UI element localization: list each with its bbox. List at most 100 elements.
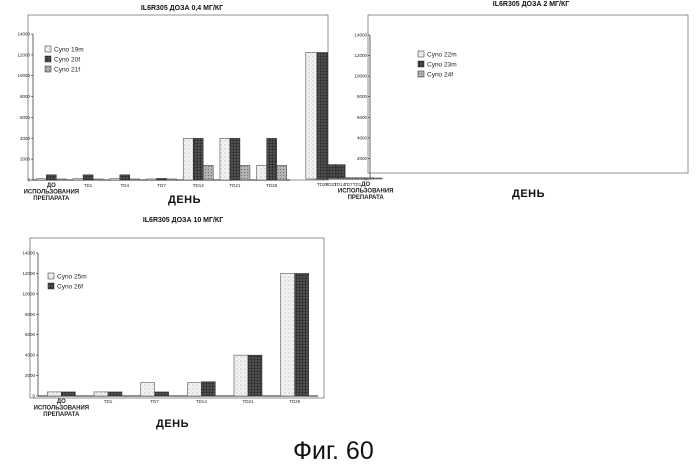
chart-1-bar bbox=[46, 175, 56, 180]
chart-2-bar bbox=[306, 52, 317, 179]
chart-3-y-tick-label: 14000 bbox=[22, 251, 35, 256]
chart-3-bar bbox=[281, 273, 295, 396]
chart-1-bar bbox=[110, 179, 120, 180]
chart-1-x-tick-label: TD29 bbox=[266, 183, 278, 188]
chart-2-legend-swatch bbox=[418, 51, 424, 57]
chart-3-xlabel: ДЕНЬ bbox=[156, 418, 189, 430]
chart-1: 02000400060008000100001200014000ДОИСПОЛЬ… bbox=[17, 15, 328, 202]
chart-3-y-tick-label: 2000 bbox=[25, 373, 36, 378]
chart-1-bar bbox=[193, 138, 203, 180]
chart-1-y-tick-label: 14000 bbox=[17, 32, 30, 37]
chart-3-x-tick-label: TD7 bbox=[150, 399, 159, 404]
chart-1-y-tick-label: 8000 bbox=[20, 94, 31, 99]
chart-1-bar bbox=[130, 179, 140, 180]
chart-2-y-tick-label: 8000 bbox=[357, 94, 368, 99]
chart-2-legend-swatch bbox=[418, 71, 424, 77]
chart-2-legend-label: Cyno 24f bbox=[427, 72, 453, 79]
chart-3-x-tick-label: TD21 bbox=[242, 399, 254, 404]
chart-1-bar bbox=[147, 179, 157, 180]
chart-2-y-tick-label: 14000 bbox=[354, 33, 367, 38]
chart-1-xlabel: ДЕНЬ bbox=[168, 194, 201, 206]
chart-1-x-tick-label: TD4 bbox=[121, 183, 130, 188]
chart-3-y-tick-label: 4000 bbox=[25, 353, 36, 358]
chart-1-y-tick-label: 4000 bbox=[20, 136, 31, 141]
chart-3-legend-swatch bbox=[48, 283, 54, 289]
chart-1-bar bbox=[220, 138, 230, 180]
chart-1-bar bbox=[167, 179, 177, 180]
chart-1-x-tick-label: ДОИСПОЛЬЗОВАНИЯПРЕПАРАТА bbox=[24, 183, 80, 202]
chart-2-legend-label: Cyno 23m bbox=[427, 62, 457, 69]
chart-3-bar bbox=[141, 383, 155, 396]
chart-3-x-tick-label: TD29 bbox=[289, 399, 301, 404]
chart-1-bar bbox=[93, 179, 103, 180]
chart-1-bar bbox=[83, 175, 93, 180]
chart-1-frame bbox=[28, 15, 328, 180]
chart-3-x-tick-label: TD14 bbox=[196, 399, 208, 404]
chart-1-bar bbox=[56, 179, 66, 180]
chart-1-y-tick-label: 10000 bbox=[17, 73, 30, 78]
chart-3-bar bbox=[248, 355, 262, 396]
chart-1-bar bbox=[120, 175, 130, 180]
chart-2-frame bbox=[368, 15, 688, 173]
chart-2: 02000400060008000100001200014000ДОИСПОЛЬ… bbox=[306, 15, 688, 201]
chart-1-legend-swatch bbox=[45, 56, 51, 62]
chart-2-legend-label: Cyno 22m bbox=[427, 52, 457, 59]
chart-2-y-tick-label: 4000 bbox=[357, 135, 368, 140]
chart-3-y-tick-label: 8000 bbox=[25, 312, 36, 317]
chart-3-bar bbox=[187, 383, 201, 396]
chart-1-x-tick-label: TD14 bbox=[193, 183, 205, 188]
chart-1-y-tick-label: 6000 bbox=[20, 115, 31, 120]
chart-3-bar bbox=[234, 355, 248, 396]
chart-1-x-tick-label: TD1 bbox=[84, 183, 93, 188]
chart-3-y-tick-label: 12000 bbox=[22, 271, 35, 276]
chart-3: 02000400060008000100001200014000ДОИСПОЛЬ… bbox=[22, 238, 324, 418]
chart-1-legend-label: Cyno 19m bbox=[54, 47, 84, 54]
chart-2-x-tick-label: TD7 bbox=[344, 182, 353, 187]
chart-3-bar bbox=[295, 273, 309, 396]
chart-2-x-tick-label: TD29 bbox=[317, 182, 329, 187]
chart-1-bar bbox=[36, 179, 46, 180]
chart-3-bar bbox=[94, 392, 108, 396]
chart-2-title: IL6R305 ДОЗА 2 МГ/КГ bbox=[493, 1, 569, 8]
chart-2-y-tick-label: 10000 bbox=[354, 74, 367, 79]
chart-3-x-tick-label: ДОИСПОЛЬЗОВАНИЯПРЕПАРАТА bbox=[34, 399, 90, 418]
chart-1-legend-swatch bbox=[45, 46, 51, 52]
chart-2-y-tick-label: 6000 bbox=[357, 115, 368, 120]
chart-1-bar bbox=[230, 138, 240, 180]
chart-1-bar bbox=[267, 138, 277, 180]
chart-3-legend-label: Cyno 26f bbox=[57, 284, 83, 291]
chart-2-y-tick-label: 12000 bbox=[354, 53, 367, 58]
chart-1-y-tick-label: 12000 bbox=[17, 52, 30, 57]
chart-3-legend-swatch bbox=[48, 273, 54, 279]
chart-1-x-tick-label: TD7 bbox=[157, 183, 166, 188]
figure-caption: Фиг. 60 bbox=[293, 437, 374, 466]
chart-1-x-tick-label: TD21 bbox=[229, 183, 241, 188]
chart-1-legend-label: Cyno 21f bbox=[54, 67, 80, 74]
chart-1-title: IL6R305 ДОЗА 0,4 МГ/КГ bbox=[141, 5, 223, 12]
chart-1-bar bbox=[203, 165, 213, 180]
chart-2-bar bbox=[317, 52, 328, 179]
chart-2-bar bbox=[328, 178, 339, 179]
chart-1-bar bbox=[257, 165, 267, 180]
chart-3-legend-label: Cyno 25m bbox=[57, 274, 87, 281]
chart-3-frame bbox=[30, 238, 324, 398]
chart-1-bar bbox=[183, 138, 193, 180]
chart-3-y-tick-label: 6000 bbox=[25, 332, 36, 337]
chart-1-legend-swatch bbox=[45, 66, 51, 72]
chart-3-bar bbox=[201, 382, 215, 396]
chart-2-legend-swatch bbox=[418, 61, 424, 67]
chart-1-bar bbox=[157, 178, 167, 180]
chart-3-bar bbox=[108, 392, 122, 396]
chart-3-y-tick-label: 10000 bbox=[22, 291, 35, 296]
chart-2-x-tick-label: TD1 bbox=[353, 182, 362, 187]
chart-1-bar bbox=[240, 165, 250, 180]
chart-1-bar bbox=[277, 165, 287, 180]
chart-3-title: IL6R305 ДОЗА 10 МГ/КГ bbox=[143, 217, 223, 224]
chart-1-bar bbox=[73, 179, 83, 180]
chart-1-legend-label: Cyno 20f bbox=[54, 57, 80, 64]
chart-3-bar bbox=[61, 392, 75, 396]
chart-3-bar bbox=[155, 392, 169, 396]
chart-3-x-tick-label: TD1 bbox=[104, 399, 113, 404]
chart-1-y-tick-label: 2000 bbox=[20, 157, 31, 162]
